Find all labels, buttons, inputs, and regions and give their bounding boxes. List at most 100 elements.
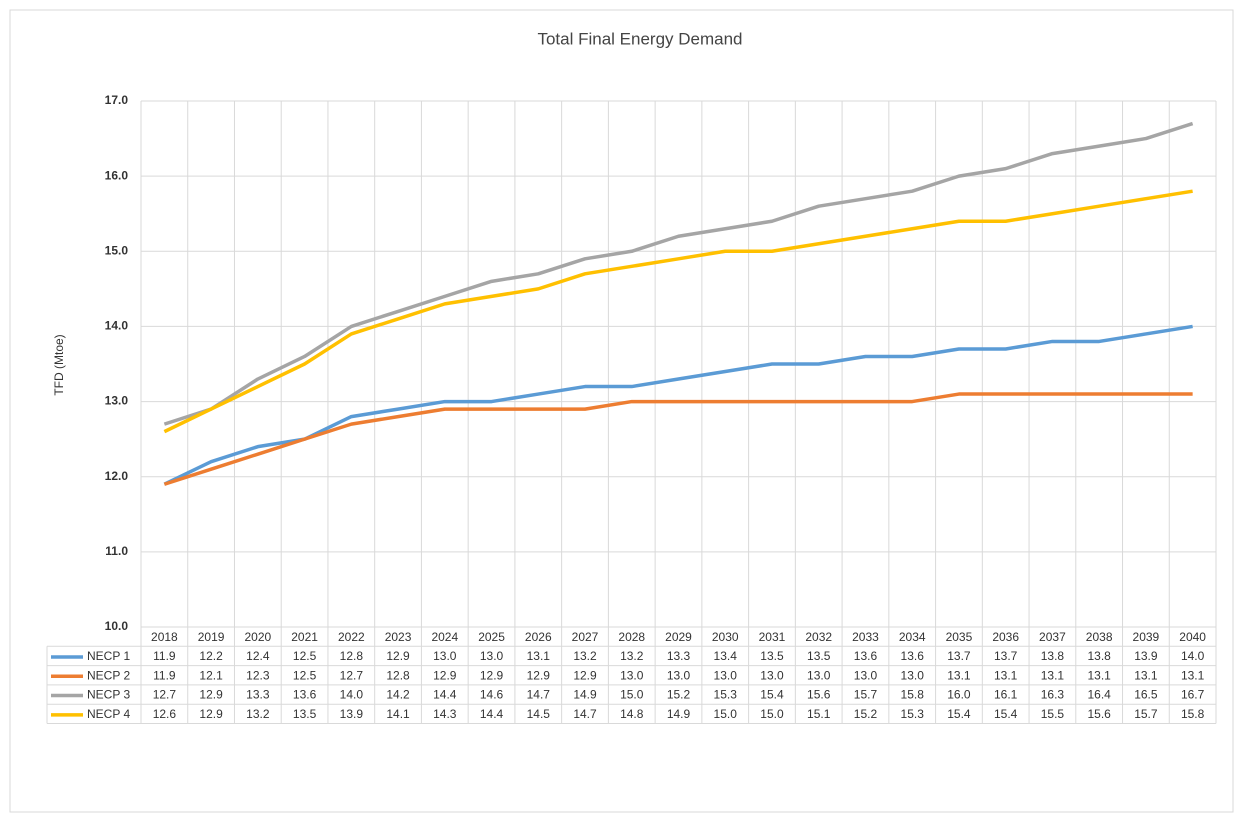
table-cell: 15.8 [1181,707,1205,721]
table-cell: 13.9 [1134,649,1158,663]
table-cell: 13.9 [340,707,364,721]
table-cell: 13.1 [1181,668,1205,682]
x-tick-label: 2028 [618,630,645,644]
table-cell: 12.3 [246,668,270,682]
legend-label: NECP 2 [87,668,130,682]
table-cell: 14.4 [433,688,457,702]
table-cell: 13.4 [714,649,738,663]
series-line [163,121,1194,426]
table-cell: 12.9 [199,707,223,721]
table-cell: 15.7 [854,688,878,702]
table-cell: 16.4 [1087,688,1111,702]
legend-label: NECP 4 [87,707,130,721]
table-cell: 13.0 [667,668,691,682]
table-cell: 13.0 [714,668,738,682]
table-cell: 14.6 [480,688,504,702]
table-cell: 14.9 [573,688,597,702]
table-cell: 13.0 [854,668,878,682]
table-cell: 13.0 [480,649,504,663]
table-cell: 16.5 [1134,688,1158,702]
series-line [163,392,1193,486]
table-cell: 12.8 [340,649,364,663]
table-cell: 14.8 [620,707,644,721]
table-cell: 13.2 [573,649,597,663]
table-cell: 12.7 [153,688,177,702]
table-cell: 13.0 [901,668,925,682]
x-tick-label: 2030 [712,630,739,644]
x-tick-label: 2036 [992,630,1019,644]
table-cell: 16.1 [994,688,1018,702]
x-tick-label: 2022 [338,630,365,644]
table-cell: 14.7 [573,707,597,721]
table-cell: 14.9 [667,707,691,721]
table-cell: 13.1 [947,668,971,682]
table-cell: 14.1 [386,707,410,721]
table-cell: 12.7 [340,668,364,682]
table-cell: 15.2 [667,688,691,702]
table-cell: 15.5 [1041,707,1065,721]
x-tick-label: 2031 [759,630,786,644]
table-cell: 13.1 [1087,668,1111,682]
table-cell: 13.1 [1041,668,1065,682]
table-cell: 13.8 [1041,649,1065,663]
x-tick-label: 2024 [431,630,458,644]
table-cell: 16.0 [947,688,971,702]
chart-title: Total Final Energy Demand [537,29,742,48]
table-cell: 14.3 [433,707,457,721]
y-tick-label: 17.0 [105,93,129,107]
table-cell: 15.2 [854,707,878,721]
table-cell: 15.6 [807,688,831,702]
table-cell: 13.2 [246,707,270,721]
x-tick-label: 2037 [1039,630,1066,644]
y-tick-label: 11.0 [105,544,128,558]
table-cell: 12.8 [386,668,410,682]
table-cell: 12.9 [433,668,457,682]
series-line [163,189,1193,434]
table-cell: 15.0 [760,707,784,721]
x-tick-label: 2029 [665,630,692,644]
legend-label: NECP 3 [87,688,130,702]
table-cell: 13.3 [667,649,691,663]
x-tick-label: 2026 [525,630,552,644]
y-tick-label: 14.0 [105,319,129,333]
x-tick-label: 2025 [478,630,505,644]
legend-label: NECP 1 [87,649,130,663]
table-cell: 14.7 [527,688,551,702]
x-tick-label: 2035 [946,630,973,644]
x-tick-label: 2020 [244,630,271,644]
table-cell: 15.0 [620,688,644,702]
table-cell: 13.6 [854,649,878,663]
x-tick-label: 2021 [291,630,318,644]
table-cell: 14.4 [480,707,504,721]
table-cell: 14.0 [1181,649,1205,663]
table-cell: 14.0 [340,688,364,702]
table-cell: 13.1 [1134,668,1158,682]
table-cell: 12.9 [480,668,504,682]
table-cell: 15.7 [1134,707,1158,721]
table-cell: 15.4 [947,707,971,721]
x-tick-label: 2039 [1133,630,1160,644]
series-line [163,324,1193,486]
table-cell: 15.8 [901,688,925,702]
table-cell: 15.3 [901,707,925,721]
table-cell: 15.0 [714,707,738,721]
table-cell: 12.5 [293,668,317,682]
table-cell: 12.9 [573,668,597,682]
x-tick-label: 2032 [805,630,832,644]
table-cell: 12.9 [386,649,410,663]
x-tick-label: 2019 [198,630,225,644]
x-tick-label: 2038 [1086,630,1113,644]
table-cell: 13.7 [994,649,1018,663]
table-cell: 13.1 [527,649,551,663]
table-cell: 13.0 [433,649,457,663]
table-cell: 12.5 [293,649,317,663]
x-tick-label: 2040 [1179,630,1206,644]
table-cell: 16.7 [1181,688,1205,702]
table-cell: 12.2 [199,649,223,663]
table-cell: 15.6 [1087,707,1111,721]
table-cell: 13.8 [1087,649,1111,663]
y-tick-label: 12.0 [105,469,129,483]
table-cell: 11.9 [153,668,176,682]
table-cell: 12.6 [153,707,177,721]
